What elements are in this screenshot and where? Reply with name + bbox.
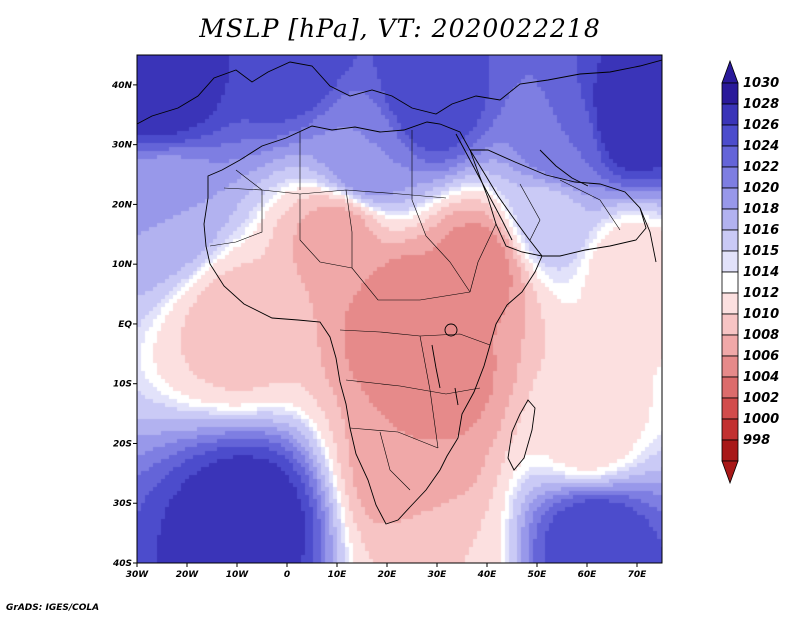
colorbar-swatch (721, 397, 739, 420)
border-line (379, 431, 411, 491)
colorbar-swatch (721, 439, 739, 462)
lakes (431, 323, 459, 406)
colorbar-swatch (721, 250, 739, 273)
colorbar-label: 1004 (743, 370, 779, 385)
colorbar-swatch (721, 313, 739, 336)
africa-coastline (203, 121, 543, 525)
border-line (559, 179, 621, 231)
lake-malawi (454, 387, 459, 406)
colorbar-label: 1014 (743, 265, 779, 280)
madagascar-coastline (507, 399, 536, 471)
plot-area (137, 55, 662, 563)
border-line (209, 190, 263, 247)
colorbar-label: 1028 (743, 97, 779, 112)
border-line (469, 223, 497, 293)
colorbar-swatch (721, 103, 739, 126)
lat-tick-label: 10S (113, 380, 132, 390)
lon-tick-label: 40E (477, 570, 498, 580)
lon-tick-label: 30E (428, 570, 448, 580)
border-line (235, 169, 263, 191)
colorbar-swatch (721, 187, 739, 210)
arabia-coastline (469, 149, 647, 257)
map-title: MSLP [hPa], VT: 2020022218 (199, 14, 601, 43)
lon-tick-label: 10W (226, 570, 250, 580)
colorbar-swatch (721, 355, 739, 378)
grads-credit: GrADS: IGES/COLA (6, 603, 100, 613)
lat-tick-label: 10N (112, 260, 133, 270)
longitude-axis: 30W 20W 10W 0 10E 20E 30E 40E 50E 60E 70E (126, 563, 647, 580)
colorbar-swatch (721, 292, 739, 315)
border-line (345, 379, 481, 395)
colorbar-label: 1026 (743, 118, 779, 133)
pressure-field (137, 55, 662, 563)
colorbar-label: 1030 (743, 76, 779, 91)
border-line (345, 189, 471, 301)
colorbar-label: 1015 (743, 244, 779, 259)
colorbar-label: 1020 (743, 181, 779, 196)
border-line (349, 427, 439, 449)
lat-tick-label: EQ (118, 320, 132, 330)
colorbar-swatch (721, 208, 739, 231)
colorbar-top-arrow (721, 59, 739, 84)
border-line (299, 194, 353, 269)
colorbar-label: 1000 (743, 412, 779, 427)
persian-gulf (539, 149, 589, 187)
coastlines (137, 59, 662, 525)
lake-victoria (444, 323, 458, 337)
lon-tick-label: 70E (628, 570, 648, 580)
border-line (411, 150, 471, 293)
europe-coastline (137, 59, 662, 125)
latitude-axis: 40N 30N 20N 10N EQ 10S 20S 30S 40S (111, 81, 137, 569)
colorbar-label: 1016 (743, 223, 779, 238)
lon-tick-label: 30W (126, 570, 150, 580)
colorbar-swatch (721, 166, 739, 189)
colorbar-swatch (721, 145, 739, 168)
colorbar-swatch (721, 334, 739, 357)
lat-tick-label: 30N (112, 141, 133, 151)
colorbar-label: 1012 (743, 286, 779, 301)
colorbar-bottom-arrow (721, 460, 739, 485)
lon-tick-label: 0 (284, 570, 290, 580)
colorbar-label: 1010 (743, 307, 779, 322)
border-line (223, 187, 447, 199)
plot-frame (136, 54, 663, 564)
colorbar-swatch (721, 229, 739, 252)
india-coast (639, 207, 657, 263)
colorbar: 1030 1028 1026 1024 1022 1020 1018 1016 1015 1014… (721, 59, 779, 485)
border-line (519, 183, 541, 241)
colorbar-label: 1024 (743, 139, 779, 154)
colorbar-label: 1018 (743, 202, 779, 217)
lon-tick-label: 10E (328, 570, 348, 580)
colorbar-label: 1002 (743, 391, 779, 406)
red-sea (455, 133, 513, 241)
lon-tick-label: 60E (578, 570, 598, 580)
colorbar-swatch (721, 124, 739, 147)
lake-tanganyika (431, 344, 441, 389)
colorbar-swatch (721, 82, 739, 105)
lat-tick-label: 20N (112, 200, 133, 210)
country-borders (209, 130, 621, 491)
lon-tick-label: 20W (176, 570, 200, 580)
colorbar-label: 1006 (743, 349, 779, 364)
lat-tick-label: 40S (112, 559, 132, 569)
colorbar-label: 1022 (743, 160, 779, 175)
colorbar-swatch (721, 418, 739, 441)
colorbar-label: 1008 (743, 328, 779, 343)
border-line (419, 335, 439, 449)
lon-tick-label: 20E (378, 570, 398, 580)
lat-tick-label: 40N (111, 81, 133, 91)
lat-tick-label: 20S (113, 439, 132, 449)
colorbar-swatch (721, 376, 739, 399)
lon-tick-label: 50E (528, 570, 548, 580)
colorbar-label: 998 (743, 433, 770, 448)
colorbar-swatch (721, 271, 739, 294)
lat-tick-label: 30S (113, 499, 132, 509)
